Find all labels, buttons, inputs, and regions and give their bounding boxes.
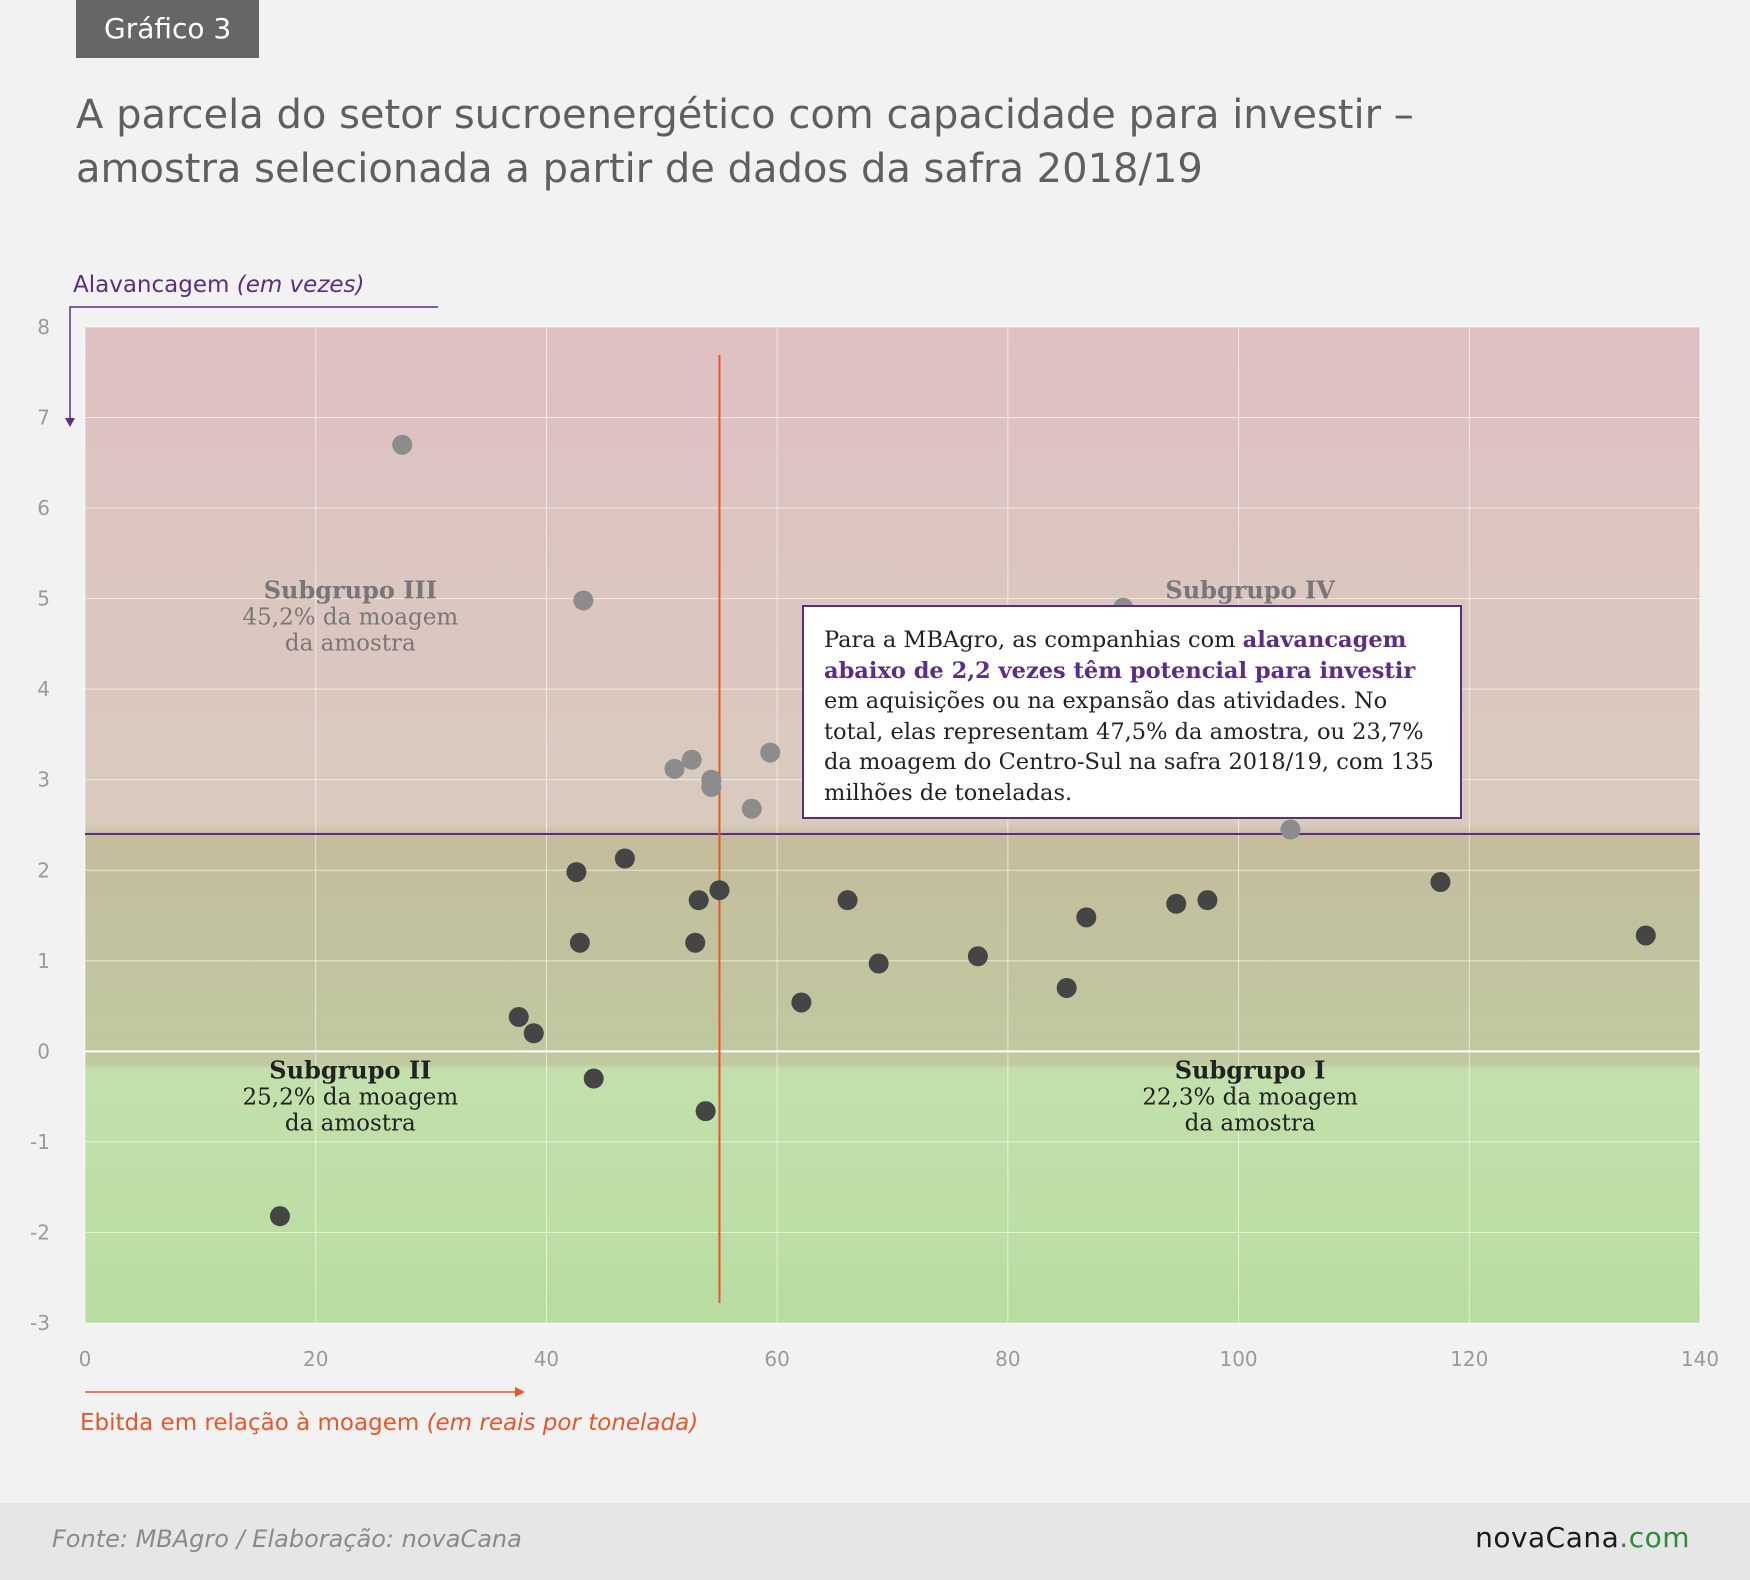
y-axis-arrow-icon: [65, 418, 75, 427]
logo-tld: .com: [1619, 1521, 1690, 1554]
subgroup-name: Subgrupo IV: [1165, 576, 1335, 605]
y-tick-label: 7: [37, 406, 50, 430]
logo-main: novaCana: [1475, 1521, 1620, 1554]
subgroup-share: 22,3% da moagem: [1142, 1085, 1358, 1111]
x-axis-title: Ebitda em relação à moagem (em reais por…: [80, 1410, 698, 1436]
data-point: [695, 1101, 716, 1122]
subgroup-share: 45,2% da moagem: [243, 605, 459, 631]
chart-title-line-1: A parcela do setor sucroenergético com c…: [76, 92, 1414, 138]
data-point: [508, 1006, 529, 1027]
reference-lines: [85, 355, 1700, 1303]
data-point: [1635, 925, 1656, 946]
y-tick-label: 4: [37, 677, 50, 701]
data-point: [566, 862, 587, 883]
data-point: [760, 742, 781, 763]
callout-highlight: alavancagem abaixo de 2,2 vezes têm pote…: [824, 627, 1416, 684]
subgroup-share-note: da amostra: [285, 1111, 416, 1137]
y-tick-label: -1: [30, 1130, 50, 1154]
data-point: [1166, 893, 1187, 914]
data-point: [569, 932, 590, 953]
y-tick-label: 5: [37, 587, 50, 611]
y-tick-label: 8: [37, 315, 50, 339]
novacana-logo: novaCana.com: [1475, 1521, 1690, 1554]
data-point: [664, 758, 685, 779]
data-points: [269, 434, 1656, 1227]
x-axis-arrow-icon: [515, 1387, 525, 1397]
data-point: [1197, 890, 1218, 911]
x-tick-label: 0: [79, 1347, 92, 1371]
data-point: [688, 890, 709, 911]
chart-title: A parcela do setor sucroenergético com c…: [76, 88, 1696, 196]
chart-number-badge: Gráfico 3: [76, 0, 260, 58]
data-point: [701, 776, 722, 797]
x-tick-label: 120: [1450, 1347, 1488, 1371]
data-point: [709, 880, 730, 901]
y-axis-bracket: [69, 306, 438, 420]
data-point: [685, 932, 706, 953]
plot-area: [85, 327, 1700, 1323]
data-point: [392, 434, 413, 455]
data-point: [791, 992, 812, 1013]
subgroup-name: Subgrupo II: [269, 1056, 431, 1085]
callout-text-after: em aquisições ou na expansão das ativida…: [824, 688, 1434, 806]
subgroup-label: Subgrupo IV: [1165, 576, 1335, 605]
subgroup-name: Subgrupo III: [264, 576, 437, 605]
data-point: [741, 798, 762, 819]
x-tick-label: 40: [534, 1347, 559, 1371]
subgroup-share: 25,2% da moagem: [243, 1085, 459, 1111]
data-point: [583, 1068, 604, 1089]
y-tick-label: -2: [30, 1220, 50, 1244]
mbagro-callout: Para a MBAgro, as companhias com alavanc…: [802, 605, 1462, 819]
data-point: [1430, 872, 1451, 893]
x-tick-label: 100: [1219, 1347, 1257, 1371]
y-tick-label: 0: [37, 1039, 50, 1063]
y-tick-label: 6: [37, 496, 50, 520]
subgroup-name: Subgrupo I: [1175, 1056, 1326, 1085]
subgroup-share-note: da amostra: [285, 631, 416, 657]
axis-titles: Alavancagem (em vezes) Ebitda em relação …: [65, 272, 698, 1436]
data-point: [681, 749, 702, 770]
data-point: [837, 890, 858, 911]
x-tick-label: 80: [995, 1347, 1020, 1371]
data-point: [1076, 907, 1097, 928]
data-point: [614, 848, 635, 869]
footer: Fonte: MBAgro / Elaboração: novaCana nov…: [0, 1503, 1750, 1580]
y-axis-title: Alavancagem (em vezes): [73, 272, 365, 298]
y-tick-label: 1: [37, 949, 50, 973]
data-point: [523, 1023, 544, 1044]
x-axis-ticks: 0 20 40 60 80 100 120 140: [79, 1347, 1719, 1371]
y-tick-label: 2: [37, 858, 50, 882]
y-axis-ticks: -3 -2 -1 0 1 2 3 4 5 6 7 8: [30, 315, 50, 1335]
x-tick-label: 20: [303, 1347, 328, 1371]
y-tick-label: -3: [30, 1311, 50, 1335]
chart-title-line-2: amostra selecionada a partir de dados da…: [76, 146, 1203, 192]
data-point: [269, 1206, 290, 1227]
data-point: [573, 590, 594, 611]
x-tick-label: 140: [1681, 1347, 1719, 1371]
data-point: [1056, 977, 1077, 998]
data-point: [868, 953, 889, 974]
x-tick-label: 60: [764, 1347, 789, 1371]
source-note: Fonte: MBAgro / Elaboração: novaCana: [52, 1525, 522, 1553]
subgroup-share-note: da amostra: [1185, 1111, 1316, 1137]
data-point: [967, 946, 988, 967]
data-point: [1280, 819, 1301, 840]
y-tick-label: 3: [37, 768, 50, 792]
callout-text-before: Para a MBAgro, as companhias com: [824, 627, 1243, 653]
